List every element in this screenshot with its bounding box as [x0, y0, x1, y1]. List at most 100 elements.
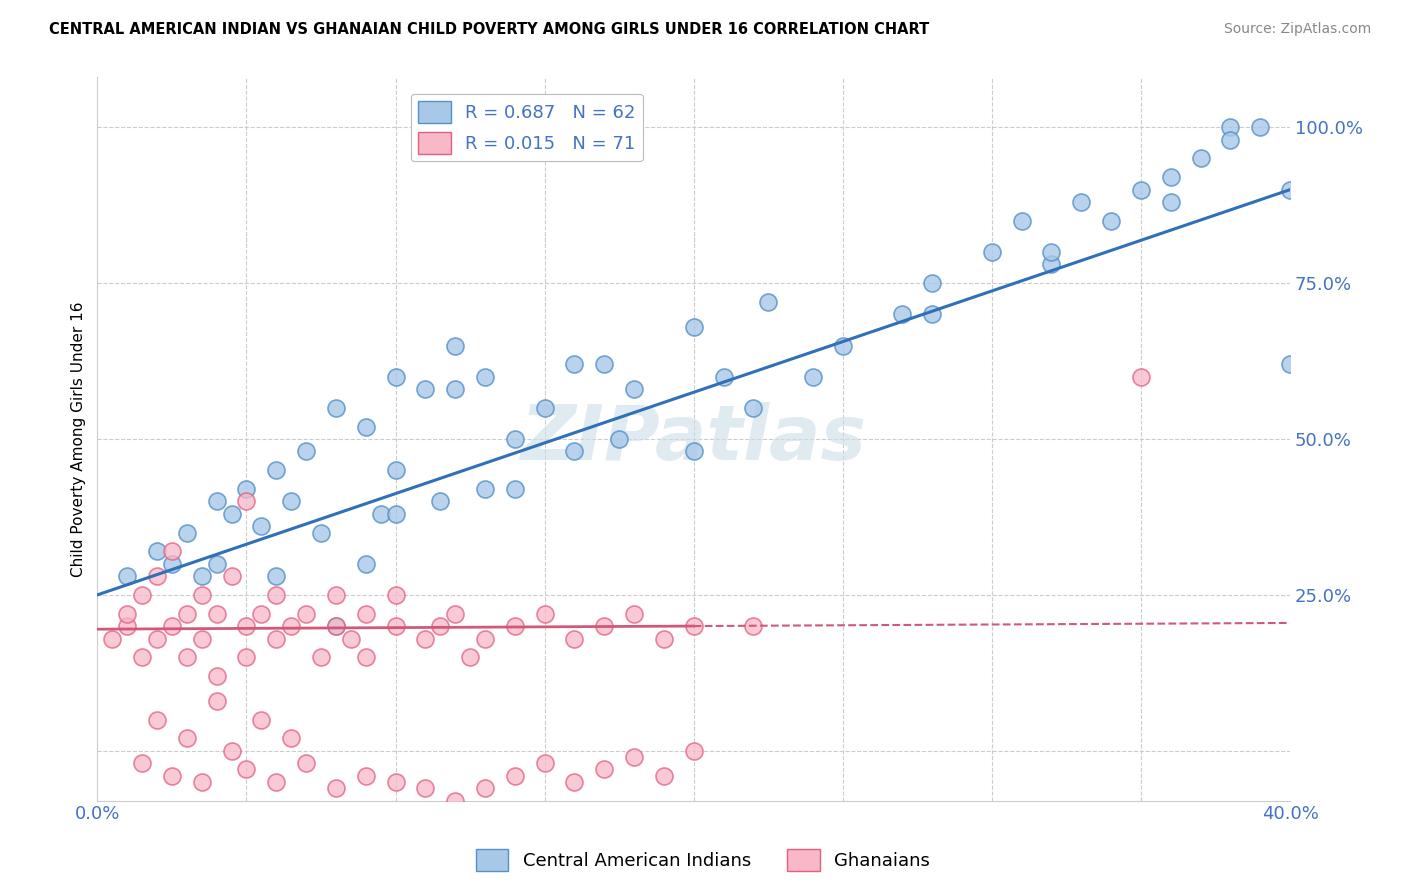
Point	[1070, 195, 1092, 210]
Point	[503, 619, 526, 633]
Point	[146, 632, 169, 646]
Point	[354, 607, 377, 621]
Point	[1189, 152, 1212, 166]
Point	[891, 307, 914, 321]
Point	[339, 632, 361, 646]
Point	[325, 619, 347, 633]
Point	[354, 557, 377, 571]
Point	[205, 494, 228, 508]
Point	[280, 494, 302, 508]
Point	[235, 763, 257, 777]
Point	[1279, 357, 1302, 371]
Y-axis label: Child Poverty Among Girls Under 16: Child Poverty Among Girls Under 16	[72, 301, 86, 577]
Point	[176, 650, 198, 665]
Point	[1160, 170, 1182, 185]
Point	[264, 569, 287, 583]
Point	[652, 632, 675, 646]
Point	[474, 781, 496, 796]
Point	[235, 650, 257, 665]
Point	[623, 607, 645, 621]
Point	[235, 482, 257, 496]
Point	[221, 744, 243, 758]
Point	[444, 607, 467, 621]
Point	[742, 401, 765, 415]
Point	[205, 669, 228, 683]
Point	[205, 557, 228, 571]
Point	[176, 607, 198, 621]
Point	[101, 632, 124, 646]
Point	[1011, 214, 1033, 228]
Point	[682, 444, 704, 458]
Point	[474, 482, 496, 496]
Point	[221, 507, 243, 521]
Point	[564, 775, 586, 789]
Point	[146, 544, 169, 558]
Point	[160, 557, 183, 571]
Point	[831, 338, 853, 352]
Point	[921, 307, 943, 321]
Point	[921, 276, 943, 290]
Point	[325, 588, 347, 602]
Text: CENTRAL AMERICAN INDIAN VS GHANAIAN CHILD POVERTY AMONG GIRLS UNDER 16 CORRELATI: CENTRAL AMERICAN INDIAN VS GHANAIAN CHIL…	[49, 22, 929, 37]
Point	[146, 569, 169, 583]
Point	[533, 401, 555, 415]
Point	[205, 694, 228, 708]
Point	[250, 607, 273, 621]
Point	[564, 632, 586, 646]
Text: ZIPatlas: ZIPatlas	[520, 402, 866, 476]
Point	[1099, 214, 1122, 228]
Point	[115, 619, 138, 633]
Point	[444, 382, 467, 396]
Point	[190, 569, 212, 583]
Point	[354, 419, 377, 434]
Point	[221, 569, 243, 583]
Point	[756, 294, 779, 309]
Point	[235, 619, 257, 633]
Legend: R = 0.687   N = 62, R = 0.015   N = 71: R = 0.687 N = 62, R = 0.015 N = 71	[411, 94, 643, 161]
Point	[384, 588, 406, 602]
Point	[384, 619, 406, 633]
Point	[593, 763, 616, 777]
Point	[160, 619, 183, 633]
Point	[1040, 257, 1063, 271]
Point	[354, 769, 377, 783]
Point	[652, 769, 675, 783]
Point	[384, 369, 406, 384]
Point	[160, 769, 183, 783]
Point	[250, 519, 273, 533]
Point	[250, 713, 273, 727]
Point	[682, 744, 704, 758]
Point	[384, 507, 406, 521]
Point	[1129, 369, 1152, 384]
Point	[742, 619, 765, 633]
Point	[384, 775, 406, 789]
Point	[713, 369, 735, 384]
Point	[295, 607, 318, 621]
Point	[444, 794, 467, 808]
Point	[474, 369, 496, 384]
Point	[593, 619, 616, 633]
Point	[176, 731, 198, 746]
Point	[205, 607, 228, 621]
Point	[980, 245, 1002, 260]
Point	[564, 357, 586, 371]
Point	[682, 319, 704, 334]
Point	[131, 756, 153, 771]
Point	[295, 756, 318, 771]
Point	[176, 525, 198, 540]
Point	[415, 632, 437, 646]
Point	[1249, 120, 1271, 135]
Point	[1219, 120, 1241, 135]
Text: Source: ZipAtlas.com: Source: ZipAtlas.com	[1223, 22, 1371, 37]
Point	[131, 650, 153, 665]
Point	[533, 607, 555, 621]
Point	[264, 463, 287, 477]
Point	[682, 619, 704, 633]
Point	[295, 444, 318, 458]
Point	[115, 569, 138, 583]
Point	[415, 781, 437, 796]
Point	[235, 494, 257, 508]
Point	[309, 650, 332, 665]
Point	[533, 756, 555, 771]
Point	[309, 525, 332, 540]
